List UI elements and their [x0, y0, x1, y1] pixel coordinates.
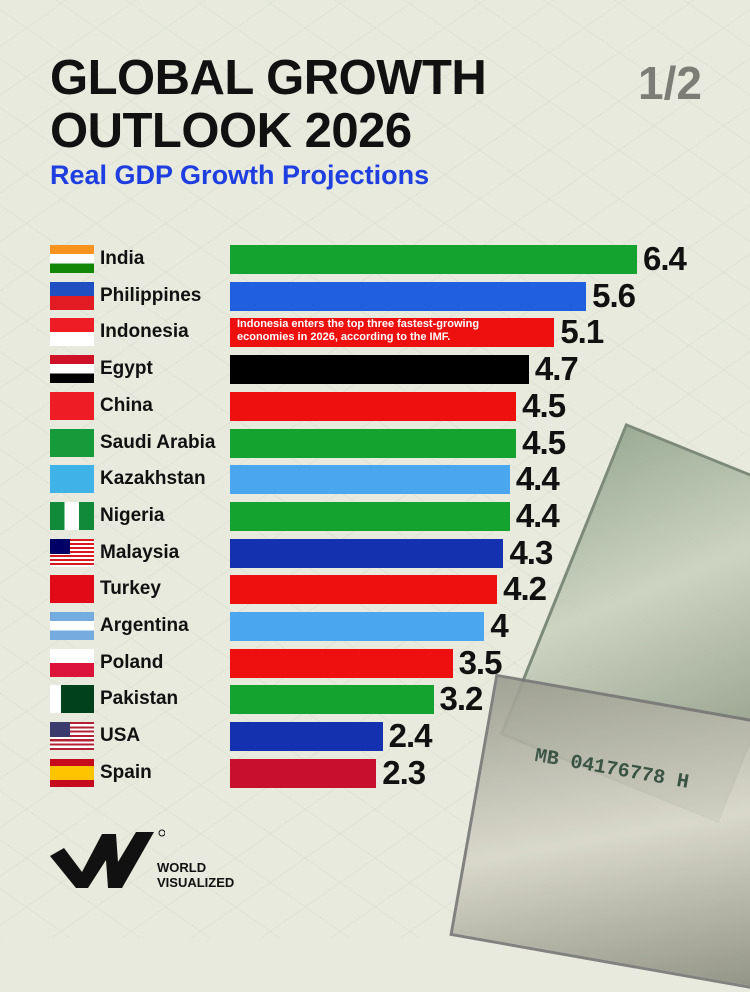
category-label: China — [100, 394, 153, 416]
brand-line-2: VISUALIZED — [157, 875, 235, 890]
annotation: Indonesia enters the top three fastest-g… — [237, 318, 547, 344]
bar-kazakhstan — [230, 465, 510, 495]
world-visualized-logo — [50, 829, 165, 888]
value-label: 5.6 — [592, 276, 636, 314]
category-label: Indonesia — [100, 321, 189, 343]
value-label: 4.5 — [522, 423, 566, 461]
category-label: Malaysia — [100, 541, 180, 563]
flag-malaysia-icon — [50, 538, 94, 567]
bar-indonesia — [230, 318, 555, 348]
category-label: Kazakhstan — [100, 468, 206, 490]
category-label: Poland — [100, 651, 164, 673]
category-label: Philippines — [100, 284, 202, 306]
bar-chart: India 6.4 Philippines 5.6 Indonesia 5.1 Egypt 4… — [50, 240, 687, 791]
bar-china — [230, 391, 517, 421]
flag-pakistan-icon — [50, 685, 94, 714]
category-label: Saudi Arabia — [100, 431, 216, 453]
value-label: 4.4 — [515, 496, 560, 534]
category-label: India — [100, 248, 145, 269]
title-line-2: OUTLOOK 2026 — [50, 104, 412, 158]
value-label: 3.2 — [439, 680, 484, 718]
value-label: 4 — [490, 607, 508, 644]
bar-pakistan — [230, 685, 434, 715]
annotation-line-1: Indonesia enters the top three fastest-g… — [237, 318, 480, 330]
category-label: Spain — [100, 761, 152, 783]
flag-poland-icon — [50, 648, 94, 677]
brand-name: WORLD VISUALIZED — [157, 860, 234, 890]
flag-indonesia-icon — [50, 318, 94, 347]
subtitle: Real GDP Growth Projections — [50, 160, 430, 190]
flag-spain-icon — [50, 758, 94, 787]
value-label: 5.1 — [560, 313, 604, 351]
flag-egypt-icon — [50, 355, 94, 384]
category-label: Turkey — [100, 578, 161, 600]
value-label: 6.4 — [643, 240, 687, 277]
value-label: 4.2 — [503, 570, 547, 608]
value-label: 4.4 — [515, 460, 560, 498]
bar-usa — [230, 722, 383, 752]
bar-spain — [230, 758, 377, 788]
category-label: Pakistan — [100, 688, 179, 710]
brand-line-1: WORLD — [157, 860, 207, 875]
value-label: 4.3 — [509, 533, 553, 571]
flag-argentina-icon — [50, 612, 94, 640]
value-label: 4.5 — [522, 386, 566, 424]
bar-poland — [230, 648, 453, 678]
flag-china-icon — [50, 391, 94, 420]
category-label: USA — [100, 725, 141, 747]
flag-nigeria-icon — [50, 501, 94, 530]
value-label: 2.4 — [388, 717, 433, 755]
flag-canton — [50, 538, 70, 554]
flag-philippines-icon — [50, 281, 94, 310]
bar-philippines — [230, 281, 587, 311]
annotation-line-2: economies in 2026, according to the IMF. — [237, 331, 451, 343]
flag-india-icon — [50, 245, 94, 273]
bar-argentina — [230, 612, 485, 641]
category-label: Egypt — [100, 358, 153, 380]
flag-turkey-icon — [50, 575, 94, 604]
category-label: Argentina — [100, 615, 189, 636]
category-label: Nigeria — [100, 504, 165, 526]
flag-kazakhstan-icon — [50, 465, 94, 494]
value-label: 3.5 — [458, 643, 503, 681]
bar-malaysia — [230, 538, 504, 568]
value-label: 4.7 — [534, 350, 579, 388]
flag-saudi-arabia-icon — [50, 428, 94, 457]
flag-canton — [50, 722, 70, 738]
page-indicator: 1/2 — [638, 57, 702, 109]
title-line-1: GLOBAL GROWTH — [50, 51, 487, 105]
bar-saudi-arabia — [230, 428, 517, 458]
flag-usa-icon — [50, 722, 94, 751]
bar-nigeria — [230, 501, 510, 531]
bar-turkey — [230, 575, 498, 605]
bar-india — [230, 245, 637, 274]
bar-egypt — [230, 355, 529, 385]
page-title: GLOBAL GROWTH OUTLOOK 2026 — [50, 51, 487, 158]
value-label: 2.3 — [382, 753, 426, 791]
